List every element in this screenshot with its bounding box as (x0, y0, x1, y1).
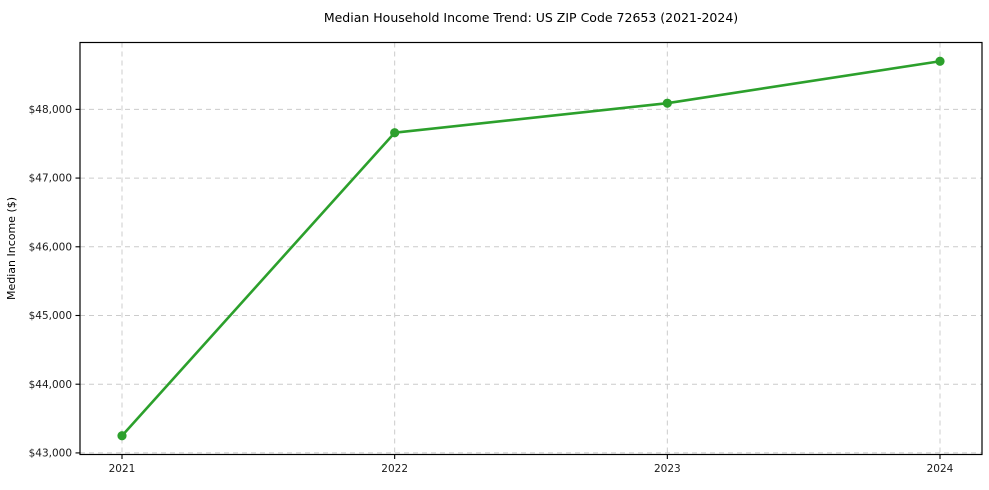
chart-title: Median Household Income Trend: US ZIP Co… (324, 10, 738, 25)
x-tick-label: 2022 (381, 463, 408, 475)
income-line (120, 59, 942, 438)
y-axis-label: Median Income ($) (5, 197, 18, 300)
y-tick-label: $43,000 (29, 448, 72, 460)
x-tick-label: 2021 (109, 463, 136, 475)
plot-border (79, 41, 983, 456)
x-tick-label: 2024 (927, 463, 954, 475)
grid-layer (80, 42, 982, 455)
data-point-2021 (117, 431, 127, 441)
series-layer (117, 56, 945, 441)
y-tick-label: $44,000 (29, 379, 72, 391)
y-tick-label: $46,000 (29, 241, 72, 253)
tick-labels-layer: $43,000 $44,000 $45,000 $46,000 $47,000 $48,0… (29, 104, 954, 475)
y-tick-label: $48,000 (29, 104, 72, 116)
data-point-2024 (935, 56, 945, 66)
y-tick-label: $47,000 (29, 173, 72, 185)
ticks-layer (75, 108, 941, 459)
x-tick-label: 2023 (654, 463, 681, 475)
y-tick-label: $45,000 (29, 310, 72, 322)
data-point-2023 (662, 98, 672, 108)
data-point-2022 (390, 128, 400, 138)
